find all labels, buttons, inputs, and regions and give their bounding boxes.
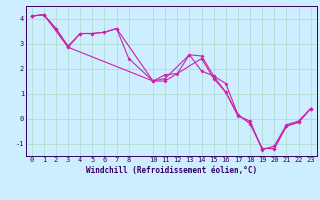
X-axis label: Windchill (Refroidissement éolien,°C): Windchill (Refroidissement éolien,°C) — [86, 166, 257, 175]
